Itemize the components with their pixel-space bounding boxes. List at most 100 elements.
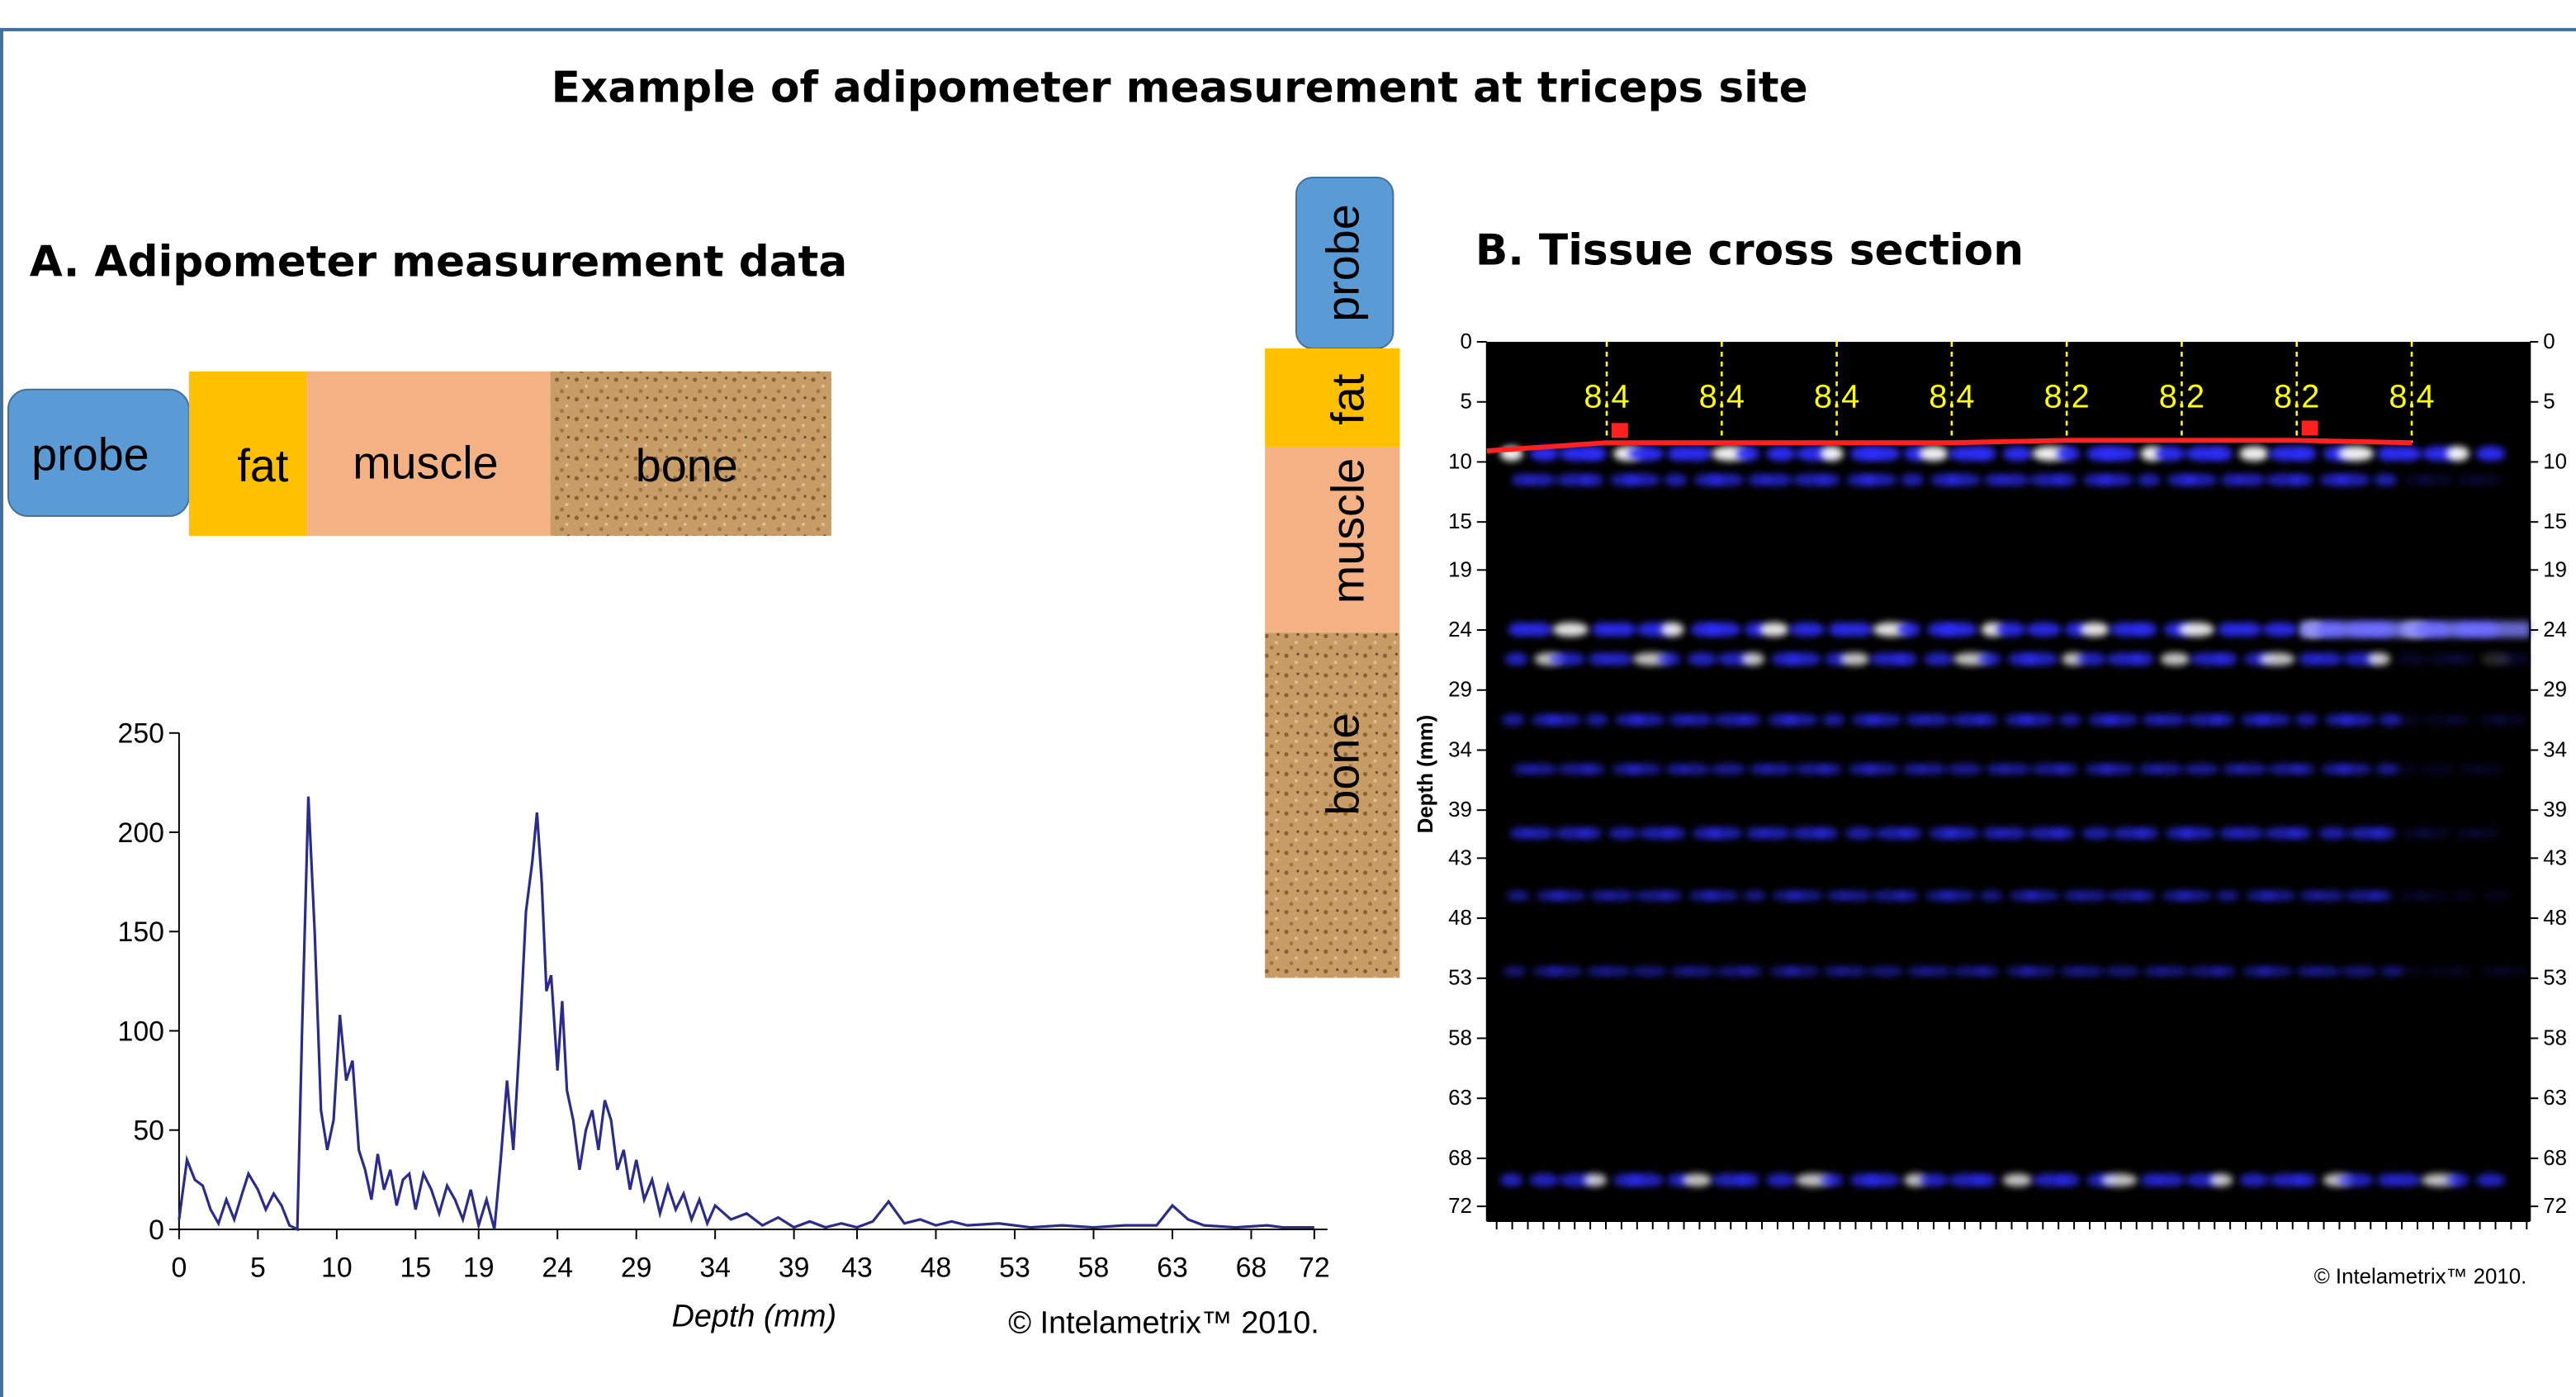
- y-tick-label: 53: [1448, 967, 1472, 990]
- muscle-block: [307, 371, 551, 536]
- boundary-marker: [2301, 420, 2318, 436]
- echo: [1608, 827, 1638, 840]
- echo: [1602, 966, 1631, 977]
- layer-label: muscle: [353, 437, 498, 488]
- echo: [1763, 473, 1792, 486]
- x-tick-label: 58: [1078, 1253, 1110, 1284]
- y-tick-label: 63: [1448, 1087, 1472, 1110]
- y-axis-label: Depth (mm): [1414, 715, 1437, 834]
- echo: [2099, 764, 2136, 775]
- echo: [1943, 827, 1980, 840]
- echo: [2447, 713, 2471, 726]
- x-tick-label: 43: [841, 1253, 873, 1284]
- echo: [1899, 827, 1923, 840]
- echo: [1582, 764, 1606, 775]
- x-tick-label: 34: [699, 1253, 731, 1284]
- echo: [2160, 652, 2190, 665]
- x-tick-label: 39: [779, 1253, 810, 1284]
- echo: [1680, 764, 1711, 775]
- echo: [1627, 446, 1664, 462]
- echo: [1999, 473, 2029, 486]
- echo: [2311, 966, 2342, 977]
- echo: [2495, 652, 2532, 665]
- echo: [2002, 446, 2033, 462]
- y-tick-label-right: 63: [2543, 1087, 2567, 1110]
- y-tick-label-right: 34: [2543, 738, 2567, 761]
- echo: [1585, 713, 1609, 726]
- echo: [1972, 446, 1996, 462]
- echo: [1820, 446, 1844, 462]
- echo: [2417, 473, 2455, 486]
- echo: [1736, 1173, 1760, 1187]
- y-tick-label: 15: [1448, 510, 1472, 533]
- echo: [1997, 827, 2028, 840]
- echo: [1529, 1173, 1560, 1187]
- echo: [2239, 1173, 2269, 1187]
- echo: [1738, 713, 1762, 726]
- echo: [2076, 652, 2106, 665]
- echo: [1499, 1173, 1523, 1187]
- echo: [2100, 1173, 2138, 1187]
- y-tick-label: 0: [1460, 330, 1471, 353]
- echo: [1920, 713, 1950, 726]
- y-tick-label-right: 19: [2543, 558, 2567, 581]
- echo: [1580, 473, 1604, 486]
- x-tick-label: 48: [921, 1253, 952, 1284]
- layer-label: bone: [1318, 713, 1369, 816]
- y-tick-label-right: 0: [2543, 330, 2555, 353]
- x-tick-label: 10: [321, 1253, 353, 1284]
- echo: [2024, 890, 2061, 902]
- echo: [2446, 446, 2469, 462]
- echo: [2482, 890, 2512, 902]
- y-tick-label: 24: [1448, 618, 1472, 642]
- data-line: [178, 796, 1314, 1232]
- value-label: 8.4: [2389, 379, 2434, 415]
- y-tick-label: 200: [118, 817, 164, 849]
- echo: [2180, 827, 2217, 840]
- value-label: 8.4: [1929, 379, 1974, 415]
- echo: [2052, 827, 2076, 840]
- echo: [2294, 713, 2318, 726]
- echo: [1549, 652, 1586, 665]
- echo: [2233, 622, 2262, 637]
- echo: [2019, 713, 2056, 726]
- credit: © Intelametrix™ 2010.: [2314, 1266, 2527, 1289]
- echo: [2020, 966, 2057, 977]
- x-tick-label: 53: [999, 1253, 1030, 1284]
- echo: [2258, 652, 2295, 665]
- echo: [2369, 890, 2393, 902]
- echo: [1939, 890, 1977, 902]
- layer-label: fat: [237, 440, 288, 491]
- echo: [2104, 966, 2141, 977]
- echo: [1664, 473, 1688, 486]
- y-tick-label-right: 53: [2543, 967, 2567, 990]
- echo: [2492, 713, 2529, 726]
- echo: [2394, 713, 2423, 726]
- x-tick-label: 29: [621, 1253, 652, 1284]
- echo: [1740, 966, 1764, 977]
- value-label: 8.2: [2044, 379, 2090, 415]
- echo: [1660, 622, 1684, 637]
- echo: [2293, 1173, 2317, 1187]
- echo: [2337, 446, 2375, 462]
- echo: [2288, 827, 2312, 840]
- echo: [1524, 827, 1555, 840]
- echo: [2213, 966, 2237, 977]
- bone-block: [550, 371, 831, 536]
- echo: [1977, 652, 2001, 665]
- echo: [2392, 1173, 2422, 1187]
- echo: [1866, 713, 1903, 726]
- echo: [2256, 966, 2294, 977]
- echo: [2001, 764, 2031, 775]
- echo: [2255, 713, 2292, 726]
- x-tick-label: 68: [1236, 1253, 1267, 1284]
- echo: [2135, 827, 2159, 840]
- y-tick-label-right: 24: [2543, 618, 2567, 642]
- echo: [1783, 966, 1821, 977]
- y-tick-label: 48: [1448, 907, 1472, 930]
- echo: [2080, 622, 2110, 637]
- echo: [1766, 1173, 1796, 1187]
- echo: [2058, 713, 2082, 726]
- echo: [2472, 473, 2503, 486]
- layer-label: probe: [31, 429, 149, 480]
